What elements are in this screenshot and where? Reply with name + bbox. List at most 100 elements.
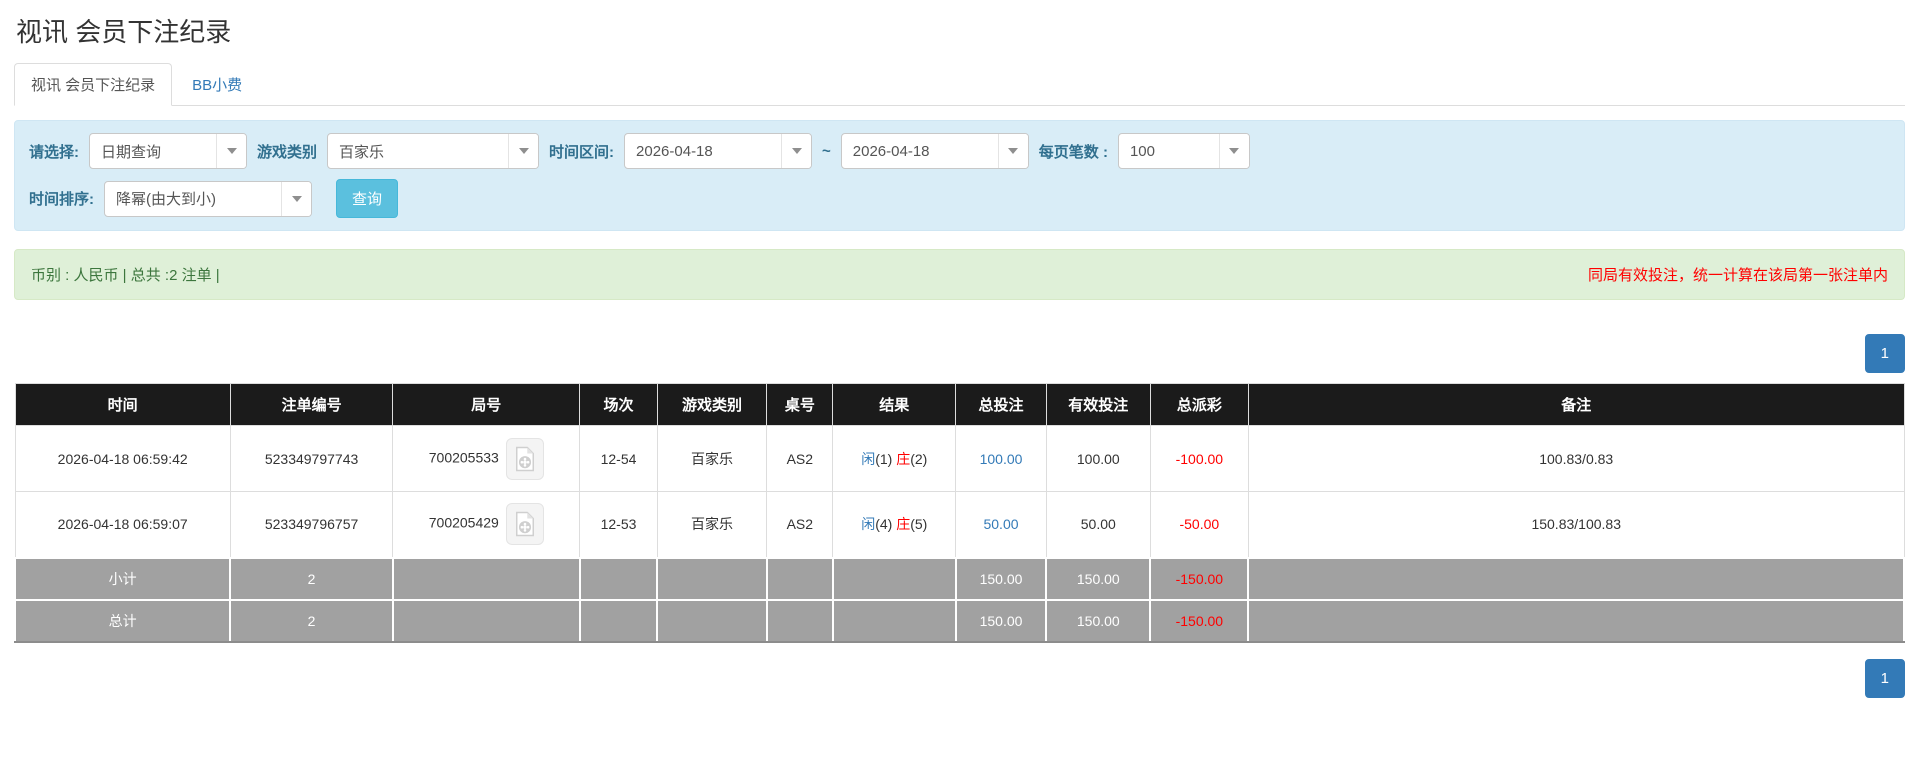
- empty-cell: [765, 598, 834, 643]
- subtotal-payout: -150.00: [1149, 556, 1250, 601]
- per-page-label: 每页笔数 :: [1038, 143, 1108, 161]
- grand-total-total-bet: 150.00: [954, 598, 1048, 643]
- query-type-value: 日期查询: [101, 143, 162, 161]
- subtotal-total-bet: 150.00: [954, 556, 1048, 601]
- filter-panel: 请选择: 日期查询 游戏类别 百家乐 时间区间: 2026-04-18 ~ 20…: [14, 120, 1905, 231]
- cell-game-type: 百家乐: [656, 425, 768, 492]
- round-no-value: 700205429: [428, 514, 499, 531]
- subtotal-count: 2: [229, 556, 394, 601]
- date-from-input[interactable]: 2026-04-18: [624, 133, 813, 169]
- cell-remark: 150.83/100.83: [1247, 491, 1905, 558]
- grand-total-payout: -150.00: [1149, 598, 1250, 643]
- cell-bet-no: 523349797743: [229, 425, 394, 492]
- grand-total-count: 2: [229, 598, 394, 643]
- cell-payout: -100.00: [1149, 425, 1249, 492]
- col-header-payout: 总派彩: [1149, 383, 1249, 426]
- cell-valid-bet: 50.00: [1045, 491, 1151, 558]
- cell-round-no: 700205533: [392, 425, 581, 492]
- table-row: 2026-04-18 06:59:07 523349796757 7002054…: [14, 491, 1905, 558]
- cell-result: 闲(4) 庄(5): [832, 491, 957, 558]
- page-1-button[interactable]: 1: [1864, 334, 1905, 373]
- col-header-valid-bet: 有效投注: [1045, 383, 1151, 426]
- search-button[interactable]: 查询: [336, 179, 399, 218]
- col-header-game-type: 游戏类别: [656, 383, 768, 426]
- grand-total-valid-bet: 150.00: [1045, 598, 1152, 643]
- game-type-label: 游戏类别: [257, 143, 318, 161]
- tab-betting-records-label: 视讯 会员下注纪录: [31, 77, 156, 94]
- query-type-label: 请选择:: [29, 143, 79, 161]
- chevron-down-icon[interactable]: [781, 134, 812, 168]
- cell-result: 闲(1) 庄(2): [832, 425, 957, 492]
- total-bet-link[interactable]: 50.00: [983, 516, 1019, 533]
- cell-time: 2026-04-18 06:59:07: [14, 491, 231, 558]
- cell-session: 12-54: [579, 425, 658, 492]
- empty-cell: [1247, 598, 1905, 643]
- col-header-round-no: 局号: [392, 383, 581, 426]
- chevron-down-icon[interactable]: [508, 134, 539, 168]
- tab-bar: 视讯 会员下注纪录 BB小费: [14, 63, 1905, 106]
- time-sort-select[interactable]: 降幂(由大到小): [104, 180, 312, 217]
- col-header-time: 时间: [14, 383, 231, 426]
- video-replay-button[interactable]: [505, 503, 544, 546]
- result-player-points: (4): [875, 516, 893, 533]
- col-header-session: 场次: [579, 383, 658, 426]
- empty-cell: [391, 598, 581, 643]
- page: 视讯 会员下注纪录 视讯 会员下注纪录 BB小费 请选择: 日期查询 游戏类别 …: [13, 17, 1905, 698]
- empty-cell: [656, 556, 768, 601]
- cell-valid-bet: 100.00: [1045, 425, 1151, 492]
- subtotal-label: 小计: [13, 556, 232, 601]
- subtotal-row: 小计 2 150.00 150.00 -150.00: [13, 556, 1905, 601]
- empty-cell: [578, 598, 659, 643]
- cell-total-bet: 100.00: [955, 425, 1047, 492]
- date-to-value: 2026-04-18: [852, 142, 930, 160]
- result-player-label: 闲: [861, 516, 876, 533]
- same-round-notice-text: 同局有效投注，统一计算在该局第一张注单内: [1587, 267, 1888, 284]
- result-banker-label: 庄: [896, 516, 911, 533]
- chevron-down-icon[interactable]: [997, 134, 1028, 168]
- time-range-label: 时间区间:: [549, 143, 615, 161]
- tilde-separator: ~: [822, 142, 831, 160]
- col-header-result: 结果: [832, 383, 957, 426]
- chevron-down-icon[interactable]: [216, 134, 246, 168]
- tab-bb-tip[interactable]: BB小费: [176, 64, 258, 105]
- table-row: 2026-04-18 06:59:42 523349797743 7002055…: [14, 425, 1905, 492]
- pagination-bottom: 1: [14, 658, 1905, 698]
- result-banker-points: (2): [910, 450, 928, 467]
- cell-table-no: AS2: [766, 425, 834, 492]
- cell-remark: 100.83/0.83: [1247, 425, 1905, 492]
- col-header-remark: 备注: [1247, 383, 1905, 426]
- result-player-label: 闲: [861, 450, 876, 467]
- tab-betting-records[interactable]: 视讯 会员下注纪录: [14, 63, 173, 106]
- summary-bar: 币别 : 人民币 | 总共 :2 注单 | 同局有效投注，统一计算在该局第一张注…: [14, 249, 1905, 300]
- result-banker-points: (5): [910, 516, 928, 533]
- total-bet-link[interactable]: 100.00: [979, 450, 1023, 467]
- date-to-input[interactable]: 2026-04-18: [840, 133, 1029, 169]
- query-type-select[interactable]: 日期查询: [89, 133, 247, 169]
- per-page-value: 100: [1129, 142, 1155, 160]
- film-icon: [515, 446, 534, 471]
- betting-records-table: 时间 注单编号 局号 场次 游戏类别 桌号 结果 总投注 有效投注 总派彩 备注…: [13, 383, 1905, 643]
- cell-table-no: AS2: [766, 491, 834, 558]
- game-type-value: 百家乐: [339, 143, 385, 161]
- time-sort-value: 降幂(由大到小): [116, 191, 216, 208]
- pagination-top: 1: [14, 334, 1905, 373]
- cell-session: 12-53: [579, 491, 658, 558]
- chevron-down-icon[interactable]: [1218, 134, 1249, 168]
- chevron-down-icon[interactable]: [281, 181, 311, 216]
- cell-total-bet: 50.00: [955, 491, 1047, 558]
- empty-cell: [765, 556, 834, 601]
- empty-cell: [656, 598, 768, 643]
- per-page-select[interactable]: 100: [1117, 133, 1250, 169]
- page-title: 视讯 会员下注纪录: [16, 17, 232, 47]
- time-sort-label: 时间排序:: [29, 191, 94, 208]
- result-banker-label: 庄: [896, 450, 911, 467]
- cell-time: 2026-04-18 06:59:42: [14, 425, 231, 492]
- cell-bet-no: 523349796757: [229, 491, 394, 558]
- video-replay-button[interactable]: [505, 437, 544, 480]
- filter-row-2: 时间排序: 降幂(由大到小) 查询: [29, 179, 1890, 218]
- col-header-total-bet: 总投注: [955, 383, 1047, 426]
- empty-cell: [1247, 556, 1905, 601]
- page-1-button[interactable]: 1: [1864, 658, 1905, 698]
- game-type-select[interactable]: 百家乐: [327, 133, 540, 169]
- col-header-bet-no: 注单编号: [229, 383, 394, 426]
